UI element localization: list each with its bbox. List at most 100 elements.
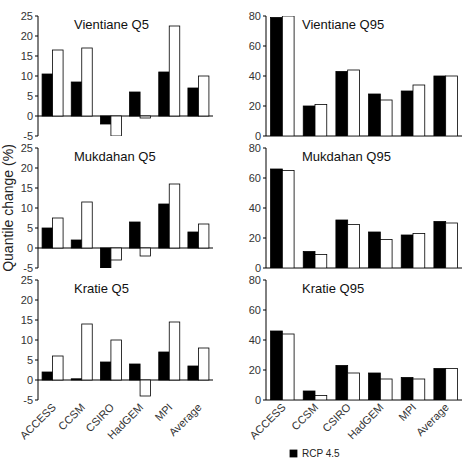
y-tick-label: 0: [255, 394, 261, 406]
y-tick: [35, 280, 38, 281]
bar: [53, 218, 64, 248]
y-tick: [35, 360, 38, 361]
bar: [188, 88, 199, 116]
x-tick-label: CCSM: [289, 401, 320, 432]
y-tick-label: 0: [255, 130, 261, 142]
y-tick-label: 5: [27, 222, 33, 234]
bar: [140, 116, 151, 118]
bars: [271, 16, 458, 136]
bar: [348, 373, 360, 400]
y-tick: [35, 168, 38, 169]
bar: [130, 364, 141, 380]
bar: [82, 202, 93, 248]
bar: [53, 50, 64, 116]
y-tick: [263, 370, 266, 371]
bar: [348, 225, 360, 269]
bar: [446, 369, 458, 401]
y-tick-label: 20: [21, 30, 33, 42]
bar: [130, 222, 141, 248]
y-tick-label: 25: [21, 274, 33, 286]
x-tick-label: ACCESS: [247, 401, 287, 441]
bar: [282, 171, 294, 269]
bar: [380, 240, 392, 269]
bar: [53, 356, 64, 380]
baseline: [38, 116, 213, 117]
bar: [271, 18, 283, 137]
bar: [380, 100, 392, 136]
panel: 020406080Vientiane Q95: [249, 10, 462, 142]
y-tick-label: 5: [27, 354, 33, 366]
y-tick: [35, 96, 38, 97]
bar: [111, 116, 122, 136]
bar: [169, 322, 180, 380]
bar: [380, 379, 392, 400]
y-tick: [35, 248, 38, 249]
y-tick-label: 60: [249, 40, 261, 52]
y-tick: [35, 300, 38, 301]
bar: [169, 184, 180, 248]
y-tick-label: 15: [21, 314, 33, 326]
y-tick: [263, 280, 266, 281]
bar: [71, 82, 82, 116]
y-tick-label: 0: [27, 110, 33, 122]
bar: [159, 204, 170, 248]
panel-title: Vientiane Q5: [74, 17, 149, 32]
bar: [369, 232, 381, 268]
bar: [413, 379, 425, 400]
baseline: [266, 136, 462, 137]
bar: [198, 76, 209, 116]
bar: [446, 76, 458, 136]
x-tick-label: ACCESS: [18, 401, 58, 441]
y-tick: [35, 36, 38, 37]
bar: [271, 331, 283, 400]
panel-title: Vientiane Q95: [302, 17, 384, 32]
bar: [140, 380, 151, 396]
y-tick: [35, 16, 38, 17]
bar: [303, 106, 315, 136]
y-tick-label: 80: [249, 142, 261, 154]
y-tick-label: 10: [21, 70, 33, 82]
y-tick: [263, 208, 266, 209]
bar: [282, 16, 294, 136]
panel-title: Kratie Q5: [74, 281, 129, 296]
bar: [100, 362, 111, 380]
bars: [42, 322, 209, 396]
y-tick: [35, 148, 38, 149]
y-tick-label: 20: [249, 232, 261, 244]
bar: [336, 72, 348, 137]
y-tick-label: 40: [249, 202, 261, 214]
bar: [100, 248, 111, 268]
bars: [42, 26, 209, 136]
y-tick: [263, 148, 266, 149]
y-tick: [35, 188, 38, 189]
y-tick: [35, 76, 38, 77]
y-tick: [263, 238, 266, 239]
y-tick-label: 80: [249, 274, 261, 286]
bar: [82, 48, 93, 116]
y-tick-label: 20: [21, 162, 33, 174]
baseline: [266, 400, 462, 401]
y-tick: [263, 106, 266, 107]
bar: [303, 391, 315, 400]
bar: [111, 340, 122, 380]
bar: [198, 224, 209, 248]
y-tick-label: 60: [249, 304, 261, 316]
bar: [42, 372, 53, 380]
y-tick: [263, 340, 266, 341]
bar: [369, 373, 381, 400]
legend-label: RCP 4.5: [302, 448, 340, 459]
y-tick-label: 0: [255, 262, 261, 274]
y-tick: [35, 380, 38, 381]
y-tick: [35, 116, 38, 117]
bar: [159, 72, 170, 116]
y-tick: [263, 76, 266, 77]
bar: [434, 369, 446, 401]
panel: 020406080Mukdahan Q95: [249, 142, 462, 274]
bar: [111, 248, 122, 260]
panel-title: Mukdahan Q95: [302, 149, 391, 164]
bar: [401, 235, 413, 268]
bar: [336, 220, 348, 268]
bar: [271, 169, 283, 268]
x-tick-label: HadGEM: [105, 401, 145, 441]
y-tick-label: -5: [23, 394, 33, 406]
